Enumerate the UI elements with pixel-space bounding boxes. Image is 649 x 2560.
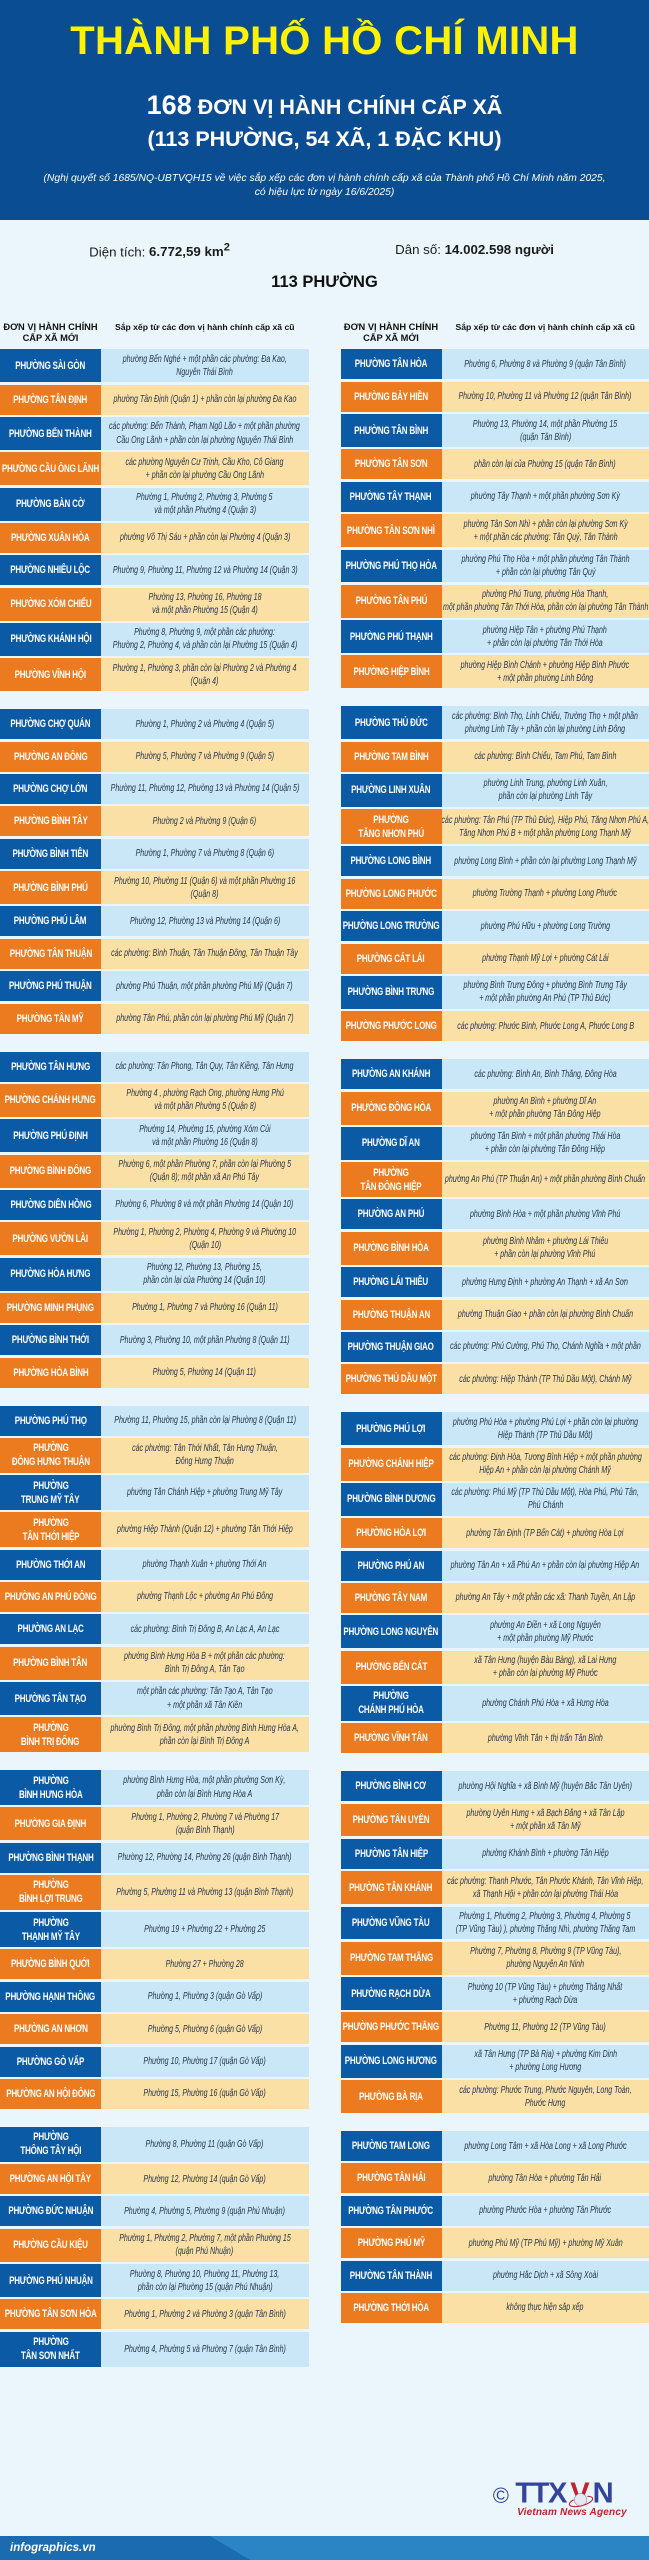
- svg-text:TT: TT: [515, 2477, 549, 2509]
- svg-text:X: X: [548, 2477, 568, 2509]
- svg-text:N: N: [593, 2477, 613, 2509]
